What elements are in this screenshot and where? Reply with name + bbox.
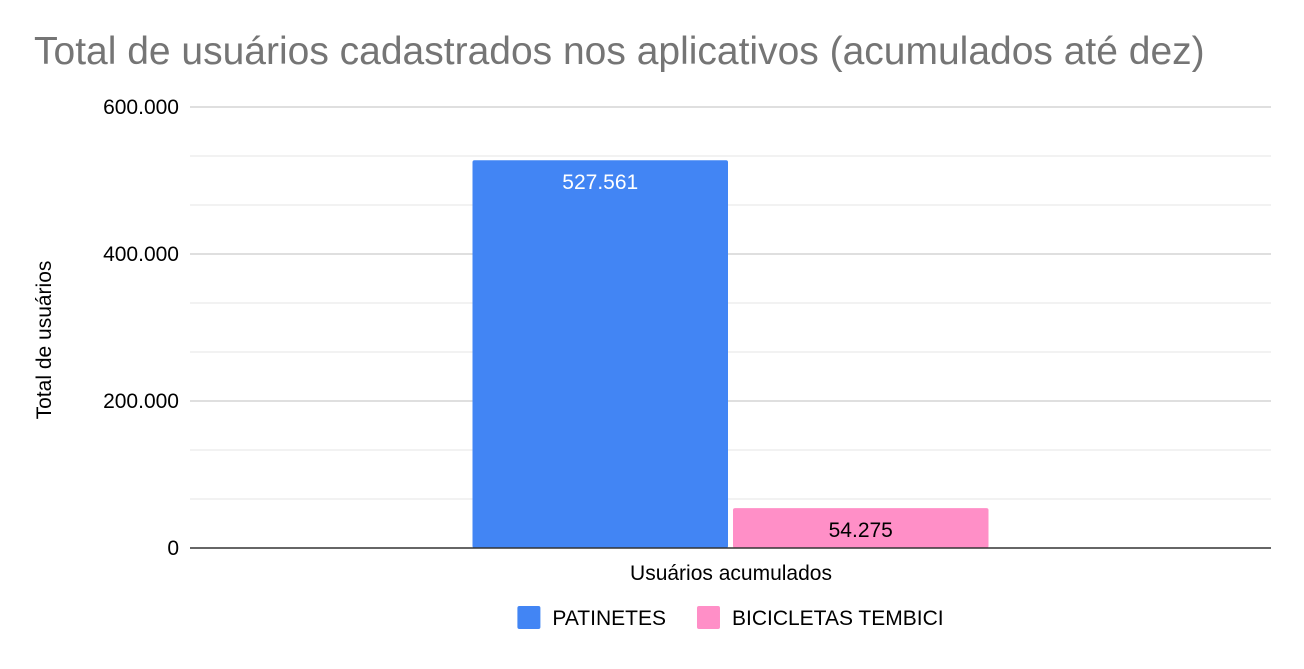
bar-patinetes [472, 160, 728, 548]
data-label: 54.275 [829, 519, 893, 542]
x-axis-label: Usuários acumulados [630, 562, 832, 585]
bar-bicicletas-tembici [733, 508, 989, 548]
y-tick-label: 0 [167, 537, 179, 560]
y-axis-label: Total de usuários [33, 261, 56, 420]
y-tick-label: 400.000 [103, 243, 179, 266]
y-tick-label: 200.000 [103, 390, 179, 413]
labels-layer: 527.561 54.275 [562, 171, 893, 542]
chart-title: Total de usuários cadastrados nos aplica… [34, 30, 1205, 73]
legend: PATINETES BICICLETAS TEMBICI [517, 606, 944, 630]
legend-label: BICICLETAS TEMBICI [732, 607, 944, 630]
legend-swatch [517, 606, 541, 629]
legend-swatch [696, 606, 720, 629]
grid-layer: 0 200.000 400.000 600.000 [103, 96, 1271, 560]
bars-layer [472, 160, 989, 548]
legend-label: PATINETES [552, 607, 666, 630]
data-label: 527.561 [562, 171, 638, 194]
y-tick-label: 600.000 [103, 96, 179, 119]
